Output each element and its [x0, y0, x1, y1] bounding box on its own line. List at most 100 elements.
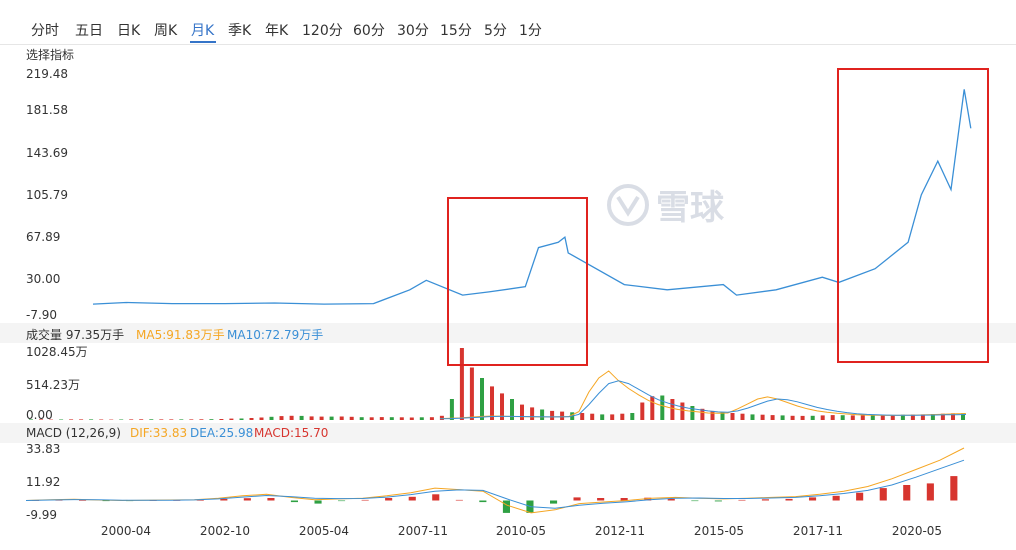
volume-bar	[840, 415, 845, 420]
macd-legend-macd: MACD:15.70	[254, 426, 329, 440]
macd-histogram-bar	[879, 488, 887, 501]
tab-fenshi[interactable]: 分时	[31, 23, 59, 39]
macd-histogram-bar	[573, 497, 581, 501]
volume-bar	[459, 348, 464, 420]
macd-legend-dea: DEA:25.98	[190, 426, 254, 440]
xueqiu-logo-icon	[607, 183, 649, 226]
tab-60min[interactable]: 60分	[353, 23, 385, 39]
tab-wuri[interactable]: 五日	[75, 23, 103, 39]
volume-bar	[289, 415, 294, 420]
volume-bar	[890, 415, 895, 420]
volume-bar	[279, 416, 284, 420]
tab-5min[interactable]: 5分	[484, 23, 507, 39]
volume-bar	[269, 416, 274, 420]
tab-weekly-k[interactable]: 周K	[154, 23, 178, 39]
volume-bar	[79, 419, 84, 420]
volume-bar	[409, 417, 414, 420]
volume-bar	[550, 410, 555, 420]
active-tab-underline	[190, 41, 216, 43]
price-y-tick: 181.58	[26, 103, 68, 117]
macd-histogram-bar	[950, 476, 958, 501]
volume-bar	[59, 419, 64, 420]
volume-bar	[510, 399, 514, 420]
volume-bar	[369, 417, 374, 420]
indicator-select[interactable]: 选择指标	[26, 48, 75, 62]
volume-bar	[600, 414, 605, 420]
volume-legend-label: 成交量 97.35万手	[26, 328, 125, 342]
macd-histogram-bar	[220, 498, 228, 501]
volume-bar	[129, 419, 134, 420]
x-tick: 2005-04	[298, 524, 350, 538]
tab-120min[interactable]: 120分	[302, 23, 343, 39]
tab-quarterly-k[interactable]: 季K	[228, 23, 252, 39]
volume-bar	[500, 393, 504, 420]
volume-bar	[680, 402, 685, 420]
volume-bar	[219, 419, 224, 420]
volume-y-tick: 0.00	[26, 408, 53, 422]
macd-histogram-bar	[432, 494, 440, 501]
price-y-tick: 67.89	[26, 230, 61, 244]
volume-y-tick: 1028.45万	[26, 345, 88, 359]
period-tab-bar: 分时 五日 日K 周K 月K 季K 年K 120分 60分 30分 15分 5分…	[0, 0, 1016, 45]
volume-bar	[750, 414, 755, 420]
macd-y-tick: -9.99	[26, 508, 58, 522]
volume-bar	[309, 416, 314, 420]
volume-bar	[620, 413, 625, 420]
x-tick: 2002-10	[199, 524, 251, 538]
macd-histogram-bar	[502, 500, 510, 513]
volume-bar	[690, 406, 695, 420]
tab-yearly-k[interactable]: 年K	[265, 23, 289, 39]
macd-histogram-bar	[361, 499, 369, 501]
volume-bar	[780, 415, 785, 420]
volume-bar	[610, 414, 615, 420]
volume-bar	[520, 404, 524, 420]
volume-bar	[830, 415, 835, 420]
macd-histogram-bar	[785, 498, 793, 501]
volume-bar	[900, 414, 905, 420]
price-y-tick: -7.90	[26, 308, 58, 322]
volume-bar	[149, 419, 154, 420]
macd-legend-band	[0, 423, 1016, 443]
volume-bar	[29, 419, 33, 420]
volume-bar	[880, 415, 885, 420]
volume-bar	[379, 417, 384, 420]
tab-daily-k[interactable]: 日K	[117, 23, 141, 39]
tab-1min[interactable]: 1分	[519, 23, 542, 39]
volume-bar	[69, 419, 74, 420]
tab-30min[interactable]: 30分	[397, 23, 429, 39]
volume-legend-ma10: MA10:72.79万手	[227, 328, 324, 342]
macd-legend-label: MACD (12,26,9)	[26, 426, 121, 440]
macd-histogram-bar	[385, 498, 393, 501]
xueqiu-watermark: 雪球	[606, 180, 724, 229]
macd-histogram-bar	[550, 500, 558, 504]
volume-bar	[560, 411, 565, 420]
volume-bar	[39, 419, 43, 420]
volume-bar	[139, 419, 144, 420]
volume-bar	[119, 419, 124, 420]
volume-bar	[480, 378, 484, 420]
volume-bar	[710, 410, 715, 420]
volume-bar	[720, 412, 725, 420]
macd-dea-line	[25, 459, 965, 509]
macd-dif-line	[25, 447, 965, 514]
tab-monthly-k[interactable]: 月K	[191, 23, 215, 39]
volume-bar	[349, 416, 354, 420]
x-tick: 2010-05	[495, 524, 547, 538]
volume-bar	[590, 413, 595, 420]
volume-bar	[319, 416, 324, 420]
macd-histogram-bar	[856, 492, 864, 501]
watermark-text: 雪球	[656, 188, 724, 228]
volume-bar	[580, 413, 585, 420]
volume-bar	[920, 414, 925, 420]
tab-15min[interactable]: 15分	[440, 23, 472, 39]
macd-histogram-bar	[338, 500, 346, 502]
macd-histogram-bar	[738, 499, 746, 501]
volume-bar	[490, 386, 494, 420]
volume-bar	[930, 414, 935, 420]
volume-bar	[299, 415, 304, 420]
volume-bar	[961, 413, 965, 420]
volume-bar	[650, 396, 655, 420]
volume-bar	[951, 413, 955, 420]
volume-bar	[530, 407, 535, 420]
